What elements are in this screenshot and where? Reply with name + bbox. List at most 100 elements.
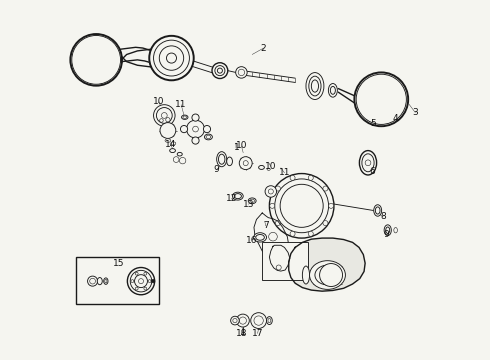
- Circle shape: [269, 232, 277, 241]
- Ellipse shape: [219, 154, 225, 164]
- Circle shape: [127, 267, 155, 295]
- Circle shape: [239, 157, 252, 170]
- Ellipse shape: [97, 278, 102, 285]
- Text: 11: 11: [279, 168, 290, 177]
- Text: 9: 9: [214, 166, 219, 175]
- Ellipse shape: [302, 266, 310, 284]
- Circle shape: [265, 186, 276, 197]
- Ellipse shape: [330, 86, 335, 94]
- Ellipse shape: [375, 207, 380, 214]
- Circle shape: [135, 272, 138, 275]
- Circle shape: [218, 68, 222, 73]
- Circle shape: [366, 84, 396, 114]
- Circle shape: [238, 69, 245, 76]
- Circle shape: [180, 126, 188, 133]
- Ellipse shape: [204, 134, 212, 140]
- Circle shape: [308, 175, 313, 180]
- Text: 6: 6: [369, 167, 375, 176]
- Circle shape: [82, 45, 111, 74]
- Text: 4: 4: [392, 114, 398, 123]
- Circle shape: [323, 186, 328, 191]
- Circle shape: [135, 275, 147, 288]
- Circle shape: [251, 313, 267, 328]
- Text: 7: 7: [263, 221, 269, 230]
- Circle shape: [243, 161, 248, 166]
- Circle shape: [160, 119, 163, 122]
- Circle shape: [130, 270, 152, 292]
- Circle shape: [166, 118, 170, 122]
- Circle shape: [131, 280, 134, 283]
- Circle shape: [280, 184, 323, 227]
- Text: 9: 9: [384, 230, 390, 239]
- Ellipse shape: [386, 227, 390, 233]
- Text: 10: 10: [152, 97, 164, 106]
- Circle shape: [187, 120, 204, 138]
- Circle shape: [153, 40, 190, 76]
- Circle shape: [203, 126, 211, 133]
- Circle shape: [75, 39, 117, 81]
- Circle shape: [215, 66, 225, 76]
- Text: 13: 13: [243, 200, 254, 209]
- Text: 17: 17: [252, 329, 263, 338]
- Circle shape: [139, 279, 144, 284]
- Circle shape: [153, 105, 175, 126]
- Circle shape: [356, 74, 406, 125]
- Ellipse shape: [362, 154, 374, 172]
- Text: 10: 10: [265, 162, 276, 171]
- Ellipse shape: [165, 139, 171, 142]
- Circle shape: [88, 276, 98, 286]
- Circle shape: [275, 186, 280, 191]
- Text: 5: 5: [370, 119, 376, 128]
- Ellipse shape: [311, 80, 318, 92]
- Ellipse shape: [315, 265, 340, 285]
- Circle shape: [161, 113, 167, 118]
- Circle shape: [149, 36, 194, 80]
- Ellipse shape: [181, 115, 188, 120]
- Text: 16: 16: [246, 236, 258, 245]
- Circle shape: [329, 203, 334, 208]
- Circle shape: [308, 231, 313, 236]
- Circle shape: [148, 280, 151, 283]
- Circle shape: [233, 319, 237, 323]
- Circle shape: [290, 175, 295, 180]
- Circle shape: [375, 93, 388, 106]
- Text: 1: 1: [234, 143, 239, 152]
- Circle shape: [90, 54, 102, 66]
- Circle shape: [90, 278, 96, 284]
- Circle shape: [135, 287, 138, 290]
- Circle shape: [360, 78, 403, 121]
- Ellipse shape: [328, 84, 337, 97]
- Circle shape: [365, 160, 371, 166]
- Ellipse shape: [256, 234, 265, 240]
- Ellipse shape: [394, 228, 397, 233]
- Polygon shape: [289, 238, 365, 291]
- Circle shape: [151, 279, 155, 283]
- Ellipse shape: [171, 142, 176, 145]
- Circle shape: [167, 53, 176, 63]
- Ellipse shape: [234, 194, 242, 199]
- Text: 3: 3: [413, 108, 418, 117]
- Circle shape: [72, 36, 121, 84]
- Ellipse shape: [250, 199, 254, 202]
- Ellipse shape: [232, 192, 243, 200]
- Circle shape: [179, 157, 186, 164]
- Ellipse shape: [183, 116, 187, 118]
- Ellipse shape: [384, 225, 392, 235]
- Circle shape: [269, 189, 273, 194]
- Ellipse shape: [309, 76, 321, 96]
- Ellipse shape: [254, 233, 267, 242]
- Circle shape: [192, 114, 199, 121]
- Circle shape: [173, 157, 179, 162]
- Circle shape: [354, 72, 408, 126]
- Circle shape: [323, 221, 328, 226]
- Ellipse shape: [217, 152, 227, 167]
- Ellipse shape: [227, 157, 232, 166]
- Ellipse shape: [104, 278, 108, 284]
- Circle shape: [192, 137, 199, 144]
- Ellipse shape: [310, 261, 345, 289]
- Bar: [262, 242, 308, 280]
- Text: 2: 2: [261, 44, 267, 53]
- Circle shape: [159, 46, 184, 70]
- Bar: [76, 257, 159, 304]
- Text: 12: 12: [226, 194, 237, 203]
